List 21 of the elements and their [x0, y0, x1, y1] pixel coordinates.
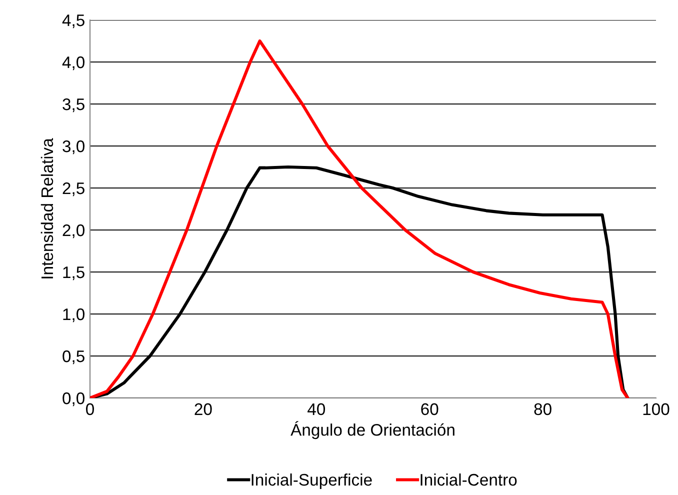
x-axis-title: Ángulo de Orientación — [290, 421, 454, 440]
y-tick-label: 1,0 — [63, 308, 84, 322]
x-tick-label: 40 — [308, 403, 326, 416]
y-tick-label: 4,0 — [62, 56, 84, 70]
x-tick-label: 20 — [194, 403, 212, 416]
x-tick-label: 60 — [421, 403, 438, 416]
y-tick-label: 1,5 — [63, 266, 84, 280]
y-tick-label: 2,0 — [62, 224, 84, 238]
line-series — [90, 39, 630, 398]
y-tick-label: 4,5 — [62, 14, 84, 28]
x-tick-label: 0 — [86, 403, 94, 416]
y-tick-label: 0,5 — [62, 350, 84, 364]
x-tick-label: 100 — [643, 403, 670, 416]
y-tick-label: 3,0 — [62, 140, 84, 154]
y-tick-label: 3,5 — [62, 98, 84, 112]
legend-label: Inicial-Superficie — [252, 473, 372, 490]
y-tick-label: 2,5 — [62, 182, 84, 196]
y-axis-title: Intensidad Relativa — [40, 138, 54, 278]
x-tick-label: 80 — [534, 403, 552, 416]
legend-label: Inicial-Centro — [420, 473, 517, 486]
y-tick-label: 0,0 — [62, 392, 84, 406]
